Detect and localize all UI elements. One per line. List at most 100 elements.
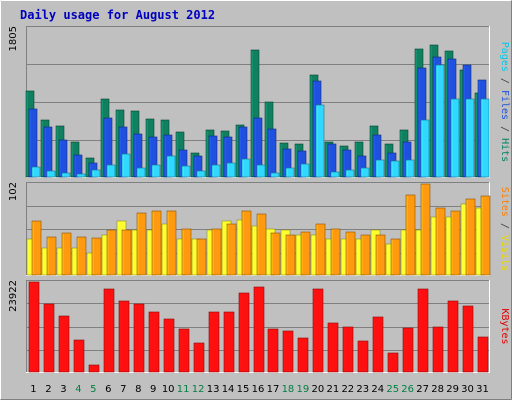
sites-bar <box>420 183 431 276</box>
pages-bar <box>226 162 236 178</box>
pages-bar <box>196 170 206 178</box>
sites-bar <box>480 195 491 276</box>
kbytes-bar <box>432 326 444 373</box>
kbytes-bar <box>297 337 309 373</box>
sites-bar <box>241 210 252 276</box>
pages-bar <box>151 164 161 178</box>
axis-legend-item: Sites <box>499 187 510 217</box>
pages-bar <box>76 173 86 178</box>
pages-bar <box>465 98 475 178</box>
kbytes-bar <box>133 303 145 373</box>
kbytes-bar <box>88 364 100 373</box>
pages-bar <box>360 167 370 178</box>
axis-legend-item: Hits <box>499 138 510 162</box>
kbytes-bar <box>357 340 369 373</box>
pages-bar <box>46 170 56 178</box>
sites-bar <box>196 238 207 276</box>
pages-bar <box>256 164 266 178</box>
panel-max-label: 102 <box>8 182 19 201</box>
x-tick-label: 7 <box>120 384 126 395</box>
kbytes-bar <box>28 281 40 373</box>
pages-bar <box>330 171 340 178</box>
x-tick-label: 24 <box>371 384 384 395</box>
pages-bar <box>181 165 191 178</box>
kbytes-bar <box>118 300 130 373</box>
axis-legend-item: Pages <box>499 42 510 72</box>
kbytes-bar <box>103 288 115 373</box>
x-tick-label: 12 <box>192 384 205 395</box>
kbytes-bar <box>253 286 265 373</box>
kbytes-bar <box>208 311 220 373</box>
sites-bar <box>61 232 72 276</box>
x-tick-label: 28 <box>431 384 444 395</box>
sites-bar <box>31 220 42 276</box>
x-tick-label: 22 <box>341 384 354 395</box>
pages-bar <box>315 104 325 178</box>
kbytes-bar <box>238 292 250 373</box>
x-tick-label: 18 <box>282 384 295 395</box>
kbytes-bar <box>372 316 384 373</box>
x-tick-label: 20 <box>312 384 325 395</box>
kbytes-bar <box>193 342 205 373</box>
pages-bar <box>285 167 295 178</box>
x-tick-label: 11 <box>177 384 190 395</box>
sites-bar <box>300 231 311 276</box>
sites-bar <box>435 207 446 276</box>
kbytes-bar <box>312 288 324 373</box>
sites-bar <box>106 229 117 276</box>
pages-bar <box>61 172 71 178</box>
pages-bar <box>241 158 251 178</box>
x-tick-label: 1 <box>30 384 36 395</box>
x-tick-label: 29 <box>446 384 459 395</box>
kbytes-bar <box>327 322 339 373</box>
panel-3: 23922 KBytes <box>8 280 510 373</box>
kbytes-bar <box>73 339 85 373</box>
sites-bar <box>211 228 222 276</box>
sites-bar <box>405 194 416 276</box>
sites-bar <box>166 210 177 276</box>
axis-legend-item: Files <box>499 90 510 120</box>
kbytes-bar <box>402 327 414 373</box>
x-tick-label: 15 <box>237 384 250 395</box>
pages-bar <box>300 163 310 178</box>
series-pages <box>31 64 490 178</box>
x-tick-label: 25 <box>386 384 399 395</box>
x-tick-label: 10 <box>162 384 175 395</box>
x-tick-label: 13 <box>207 384 220 395</box>
kbytes-bar <box>148 311 160 373</box>
kbytes-bar <box>223 311 235 373</box>
pages-bar <box>91 169 101 178</box>
axis-legend-item: / <box>499 120 510 138</box>
pages-bar <box>31 166 41 178</box>
kbytes-bar <box>447 300 459 373</box>
sites-bar <box>360 234 371 276</box>
pages-bar <box>345 169 355 178</box>
pages-bar <box>450 98 460 178</box>
series-sites <box>31 183 491 276</box>
kbytes-bar <box>58 315 70 373</box>
sites-bar <box>226 223 237 276</box>
x-tick-label: 23 <box>356 384 369 395</box>
chart-panels: 1805 Pages / Files / Hits 102 Sites / Visit… <box>8 26 510 373</box>
panel-max-label: 23922 <box>8 280 19 312</box>
sites-bar <box>375 234 386 276</box>
x-tick-label: 19 <box>297 384 310 395</box>
kbytes-bar <box>342 326 354 373</box>
pages-bar <box>270 172 280 178</box>
kbytes-bar <box>477 336 489 373</box>
pages-bar <box>420 119 430 178</box>
pages-bar <box>121 153 131 178</box>
pages-bar <box>166 155 176 178</box>
panel-1: 1805 Pages / Files / Hits <box>8 26 510 178</box>
sites-bar <box>450 210 461 276</box>
x-tick-label: 4 <box>75 384 81 395</box>
x-tick-label: 30 <box>461 384 474 395</box>
sites-bar <box>345 231 356 276</box>
sites-bar <box>270 232 281 276</box>
kbytes-bar <box>462 305 474 373</box>
sites-bar <box>76 236 87 276</box>
series-kbytes <box>28 281 489 373</box>
axis-legend-item: / <box>499 217 510 235</box>
x-tick-label: 8 <box>135 384 141 395</box>
